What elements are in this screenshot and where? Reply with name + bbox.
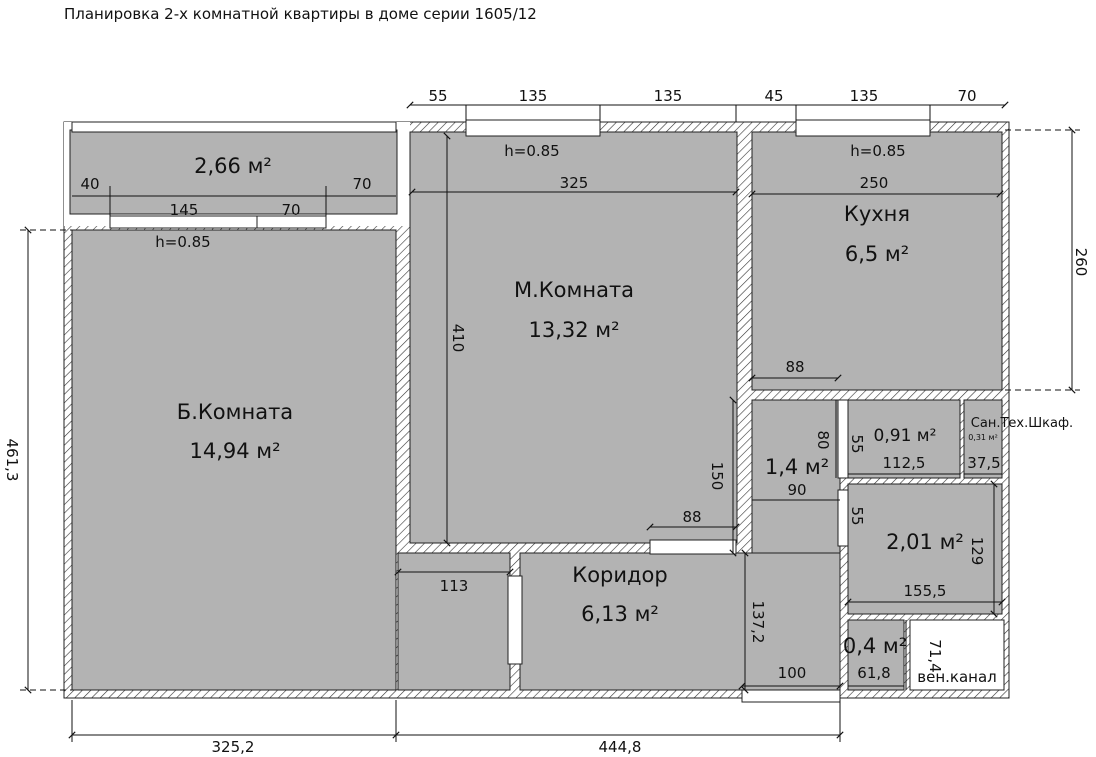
closet04-area: 0,4 м² [843,634,907,658]
dim-137: 137,2 [749,601,767,644]
dim-top-45: 45 [764,87,783,105]
dim-100: 100 [778,664,807,682]
toilet-door [837,399,849,479]
dim-top-135b: 135 [654,87,683,105]
dim-bal-70: 70 [352,175,371,193]
corridor-area: 6,13 м² [581,602,659,626]
dim-129: 129 [968,537,986,566]
corridor-door [507,575,523,665]
dim-left-461: 461,3 [3,439,21,482]
kitchen-name: Кухня [844,202,910,226]
dim-bal-145: 145 [170,201,199,219]
balcony-area: 2,66 м² [194,154,272,178]
dim-155: 155,5 [904,582,947,600]
dim-right-260: 260 [1072,248,1090,277]
dim-55b: 55 [848,506,866,525]
dim-80: 80 [814,430,832,449]
room-door [649,539,737,555]
dim-150: 150 [708,462,726,491]
bath-floor [847,483,1003,615]
kitchen-floor [751,131,1003,391]
corridor-floor [519,552,841,691]
small-room-name: М.Комната [514,278,634,302]
dim-37: 37,5 [967,454,1000,472]
window-height-balcony: h=0.85 [155,233,210,251]
dim-113: 113 [440,577,469,595]
dim-55a: 55 [848,434,866,453]
vent-name: вен.канал [917,668,996,686]
dim-top-135a: 135 [519,87,548,105]
dim-bal-70b: 70 [281,201,300,219]
room-window [465,119,601,137]
dim-room-410: 410 [449,324,467,353]
corridor-name: Коридор [572,563,667,587]
small-room-floor [409,131,738,544]
balcony-window [71,121,397,133]
santech-area: 0,31 м² [968,433,998,442]
small-room-area: 13,32 м² [528,318,619,342]
toilet-area: 1,4 м² [765,455,829,479]
santech-floor [963,399,1003,479]
dim-71: 71,4 [926,639,944,672]
dim-kitchen-250: 250 [860,174,889,192]
entrance-door [741,689,841,703]
dim-top-135c: 135 [850,87,879,105]
dim-88b: 88 [682,508,701,526]
santech-name: Сан.Тех.Шкаф. [971,416,1073,431]
dimension-lines [20,101,1080,742]
hall-left-floor [397,552,511,691]
dim-top-55: 55 [428,87,447,105]
big-room-name: Б.Комната [177,400,293,424]
dim-bottom-325: 325,2 [212,738,255,756]
closet04-floor [847,619,905,691]
dim-top-70: 70 [957,87,976,105]
vent-shaft [909,619,1005,691]
big-room-floor [71,229,397,691]
window-height-kitchen: h=0.85 [850,142,905,160]
dim-112: 112,5 [883,454,926,472]
toilet-floor [751,399,841,554]
dim-bal-40: 40 [80,175,99,193]
balcony-door-window [109,215,327,229]
dim-bottom-444: 444,8 [599,738,642,756]
bath-area: 2,01 м² [886,530,964,554]
dim-61: 61,8 [857,664,890,682]
closet-small-area: 0,91 м² [874,426,937,446]
plan-title: Планировка 2-х комнатной квартиры в доме… [64,5,537,23]
big-room-area: 14,94 м² [189,439,280,463]
dimension-values: 55 135 135 45 135 70 40 70 145 70 325 25… [3,87,1090,756]
dim-88a: 88 [785,358,804,376]
kitchen-area: 6,5 м² [845,242,909,266]
bath-door [837,489,849,547]
window-height-room: h=0.85 [504,142,559,160]
kitchen-window [795,119,931,137]
dim-90: 90 [787,481,806,499]
dim-room-325: 325 [560,174,589,192]
